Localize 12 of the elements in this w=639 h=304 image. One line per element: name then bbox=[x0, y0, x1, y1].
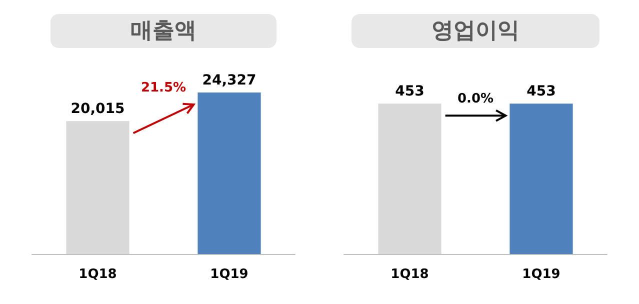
x-tick-label: 1Q18 bbox=[78, 267, 117, 282]
data-label: 20,015 bbox=[70, 101, 125, 118]
annotation: 21.5% bbox=[140, 80, 186, 96]
data-label: 453 bbox=[526, 84, 556, 100]
data-label: 24,327 bbox=[202, 72, 256, 88]
x-tick-label: 1Q18 bbox=[390, 267, 429, 282]
data-label: 453 bbox=[395, 84, 424, 100]
x-tick-label: 1Q19 bbox=[522, 267, 560, 282]
x-tick-label: 1Q19 bbox=[210, 267, 248, 282]
chart-title: 영업이익 bbox=[432, 18, 520, 44]
chart-title: 매출액 bbox=[130, 18, 196, 44]
annotation: 0.0% bbox=[457, 92, 494, 107]
